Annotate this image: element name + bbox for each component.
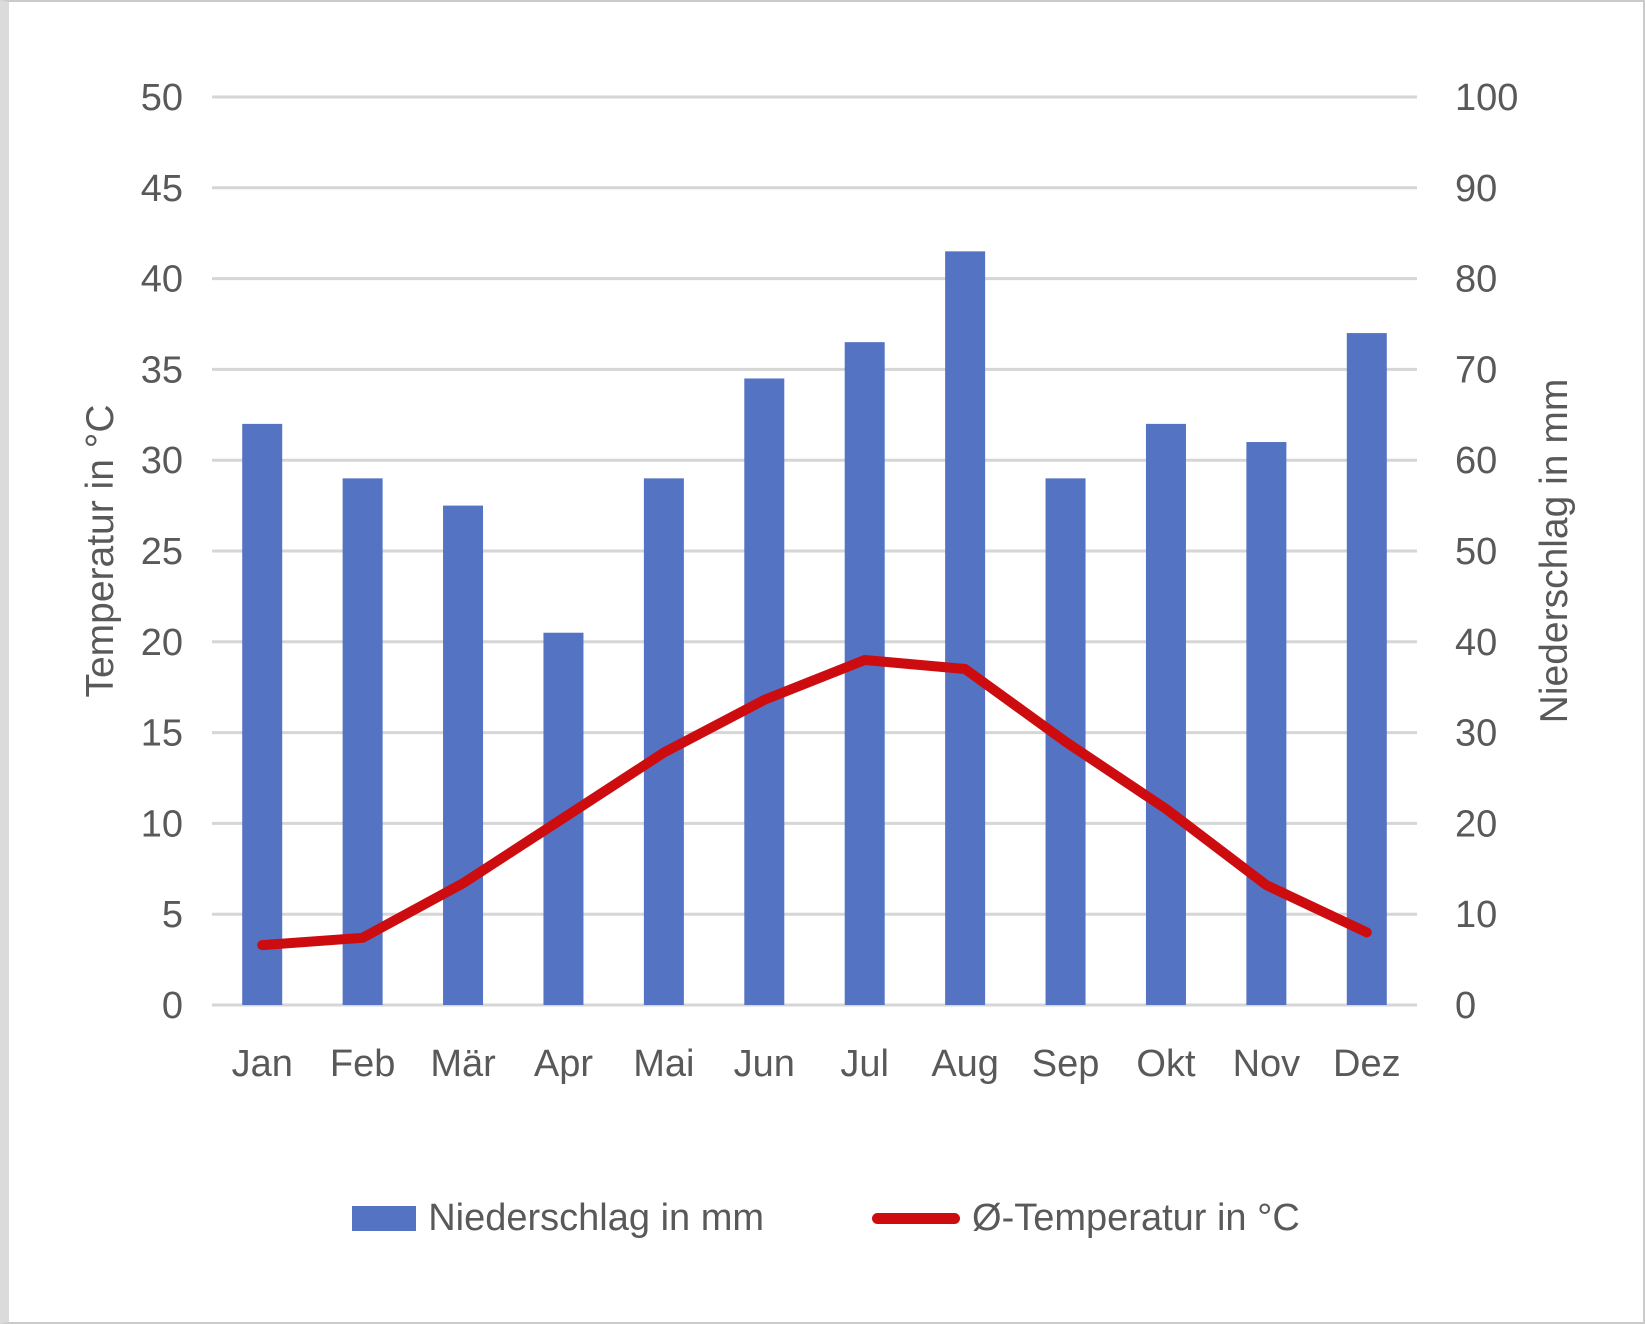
month-label: Okt — [1136, 1043, 1196, 1085]
right-axis-tick-label: 20 — [1455, 803, 1497, 845]
precipitation-legend-swatch — [352, 1205, 417, 1231]
month-label: Mär — [430, 1043, 496, 1085]
precipitation-bar — [1145, 423, 1186, 1005]
month-label: Jun — [734, 1043, 795, 1085]
precipitation-legend-label: Niederschlag in mm — [428, 1196, 765, 1239]
left-axis-tick-label: 45 — [141, 168, 183, 210]
chart-plot-area: 0 5 10 15 20 25 30 35 40 45 50 0 10 20 30 40 50 60 70 80 90 1… — [141, 77, 1519, 1085]
temperature-line — [257, 655, 1372, 951]
legend: Niederschlag in mm Ø-Temperatur in °C — [9, 1190, 1643, 1246]
left-axis-tick-label: 35 — [141, 349, 183, 391]
right-axis-tick-label: 50 — [1455, 531, 1497, 573]
month-label: Dez — [1333, 1043, 1401, 1085]
precipitation-bar — [242, 423, 283, 1005]
left-axis-tick-label: 10 — [141, 803, 183, 845]
right-axis-tick-label: 80 — [1455, 259, 1497, 301]
left-axis-tick-label: 20 — [141, 622, 183, 664]
month-label: Jul — [840, 1043, 889, 1085]
precipitation-bar — [1346, 333, 1387, 1006]
left-axis-tick-label: 15 — [141, 713, 183, 755]
precipitation-bar — [443, 505, 484, 1005]
right-axis-title: Niederschlag in mm — [1533, 378, 1576, 724]
month-label: Sep — [1032, 1043, 1100, 1085]
temperature-legend-label: Ø-Temperatur in °C — [972, 1196, 1300, 1239]
right-axis-tick-label: 30 — [1455, 713, 1497, 755]
month-label: Nov — [1233, 1043, 1301, 1085]
left-axis-tick-label: 0 — [162, 985, 183, 1027]
month-label: Apr — [534, 1043, 593, 1085]
right-axis-tick-label: 70 — [1455, 349, 1497, 391]
legend-item-temperature: Ø-Temperatur in °C — [872, 1197, 1300, 1240]
month-label: Aug — [931, 1043, 999, 1085]
left-axis-title: Temperatur in °C — [79, 404, 122, 698]
month-label: Jan — [232, 1043, 293, 1085]
right-axis-tick-label: 0 — [1455, 985, 1476, 1027]
precipitation-bar — [945, 251, 986, 1006]
left-axis-tick-label: 25 — [141, 531, 183, 573]
right-axis-tick-label: 10 — [1455, 894, 1497, 936]
legend-item-precipitation: Niederschlag in mm — [352, 1197, 764, 1240]
left-axis-tick-label: 5 — [162, 894, 183, 936]
left-axis-tick-label: 50 — [141, 77, 183, 119]
precipitation-bar — [1246, 442, 1287, 1005]
right-axis-tick-label: 90 — [1455, 168, 1497, 210]
right-axis-tick-label: 100 — [1455, 77, 1518, 119]
month-label: Mai — [633, 1043, 694, 1085]
temperature-legend-swatch — [872, 1212, 961, 1224]
left-axis-tick-label: 30 — [141, 440, 183, 482]
month-label: Feb — [330, 1043, 395, 1085]
right-axis-tick-label: 40 — [1455, 622, 1497, 664]
left-axis-tick-label: 40 — [141, 259, 183, 301]
right-axis-tick-label: 60 — [1455, 440, 1497, 482]
precipitation-bar — [342, 478, 383, 1005]
precipitation-bar — [844, 342, 885, 1005]
